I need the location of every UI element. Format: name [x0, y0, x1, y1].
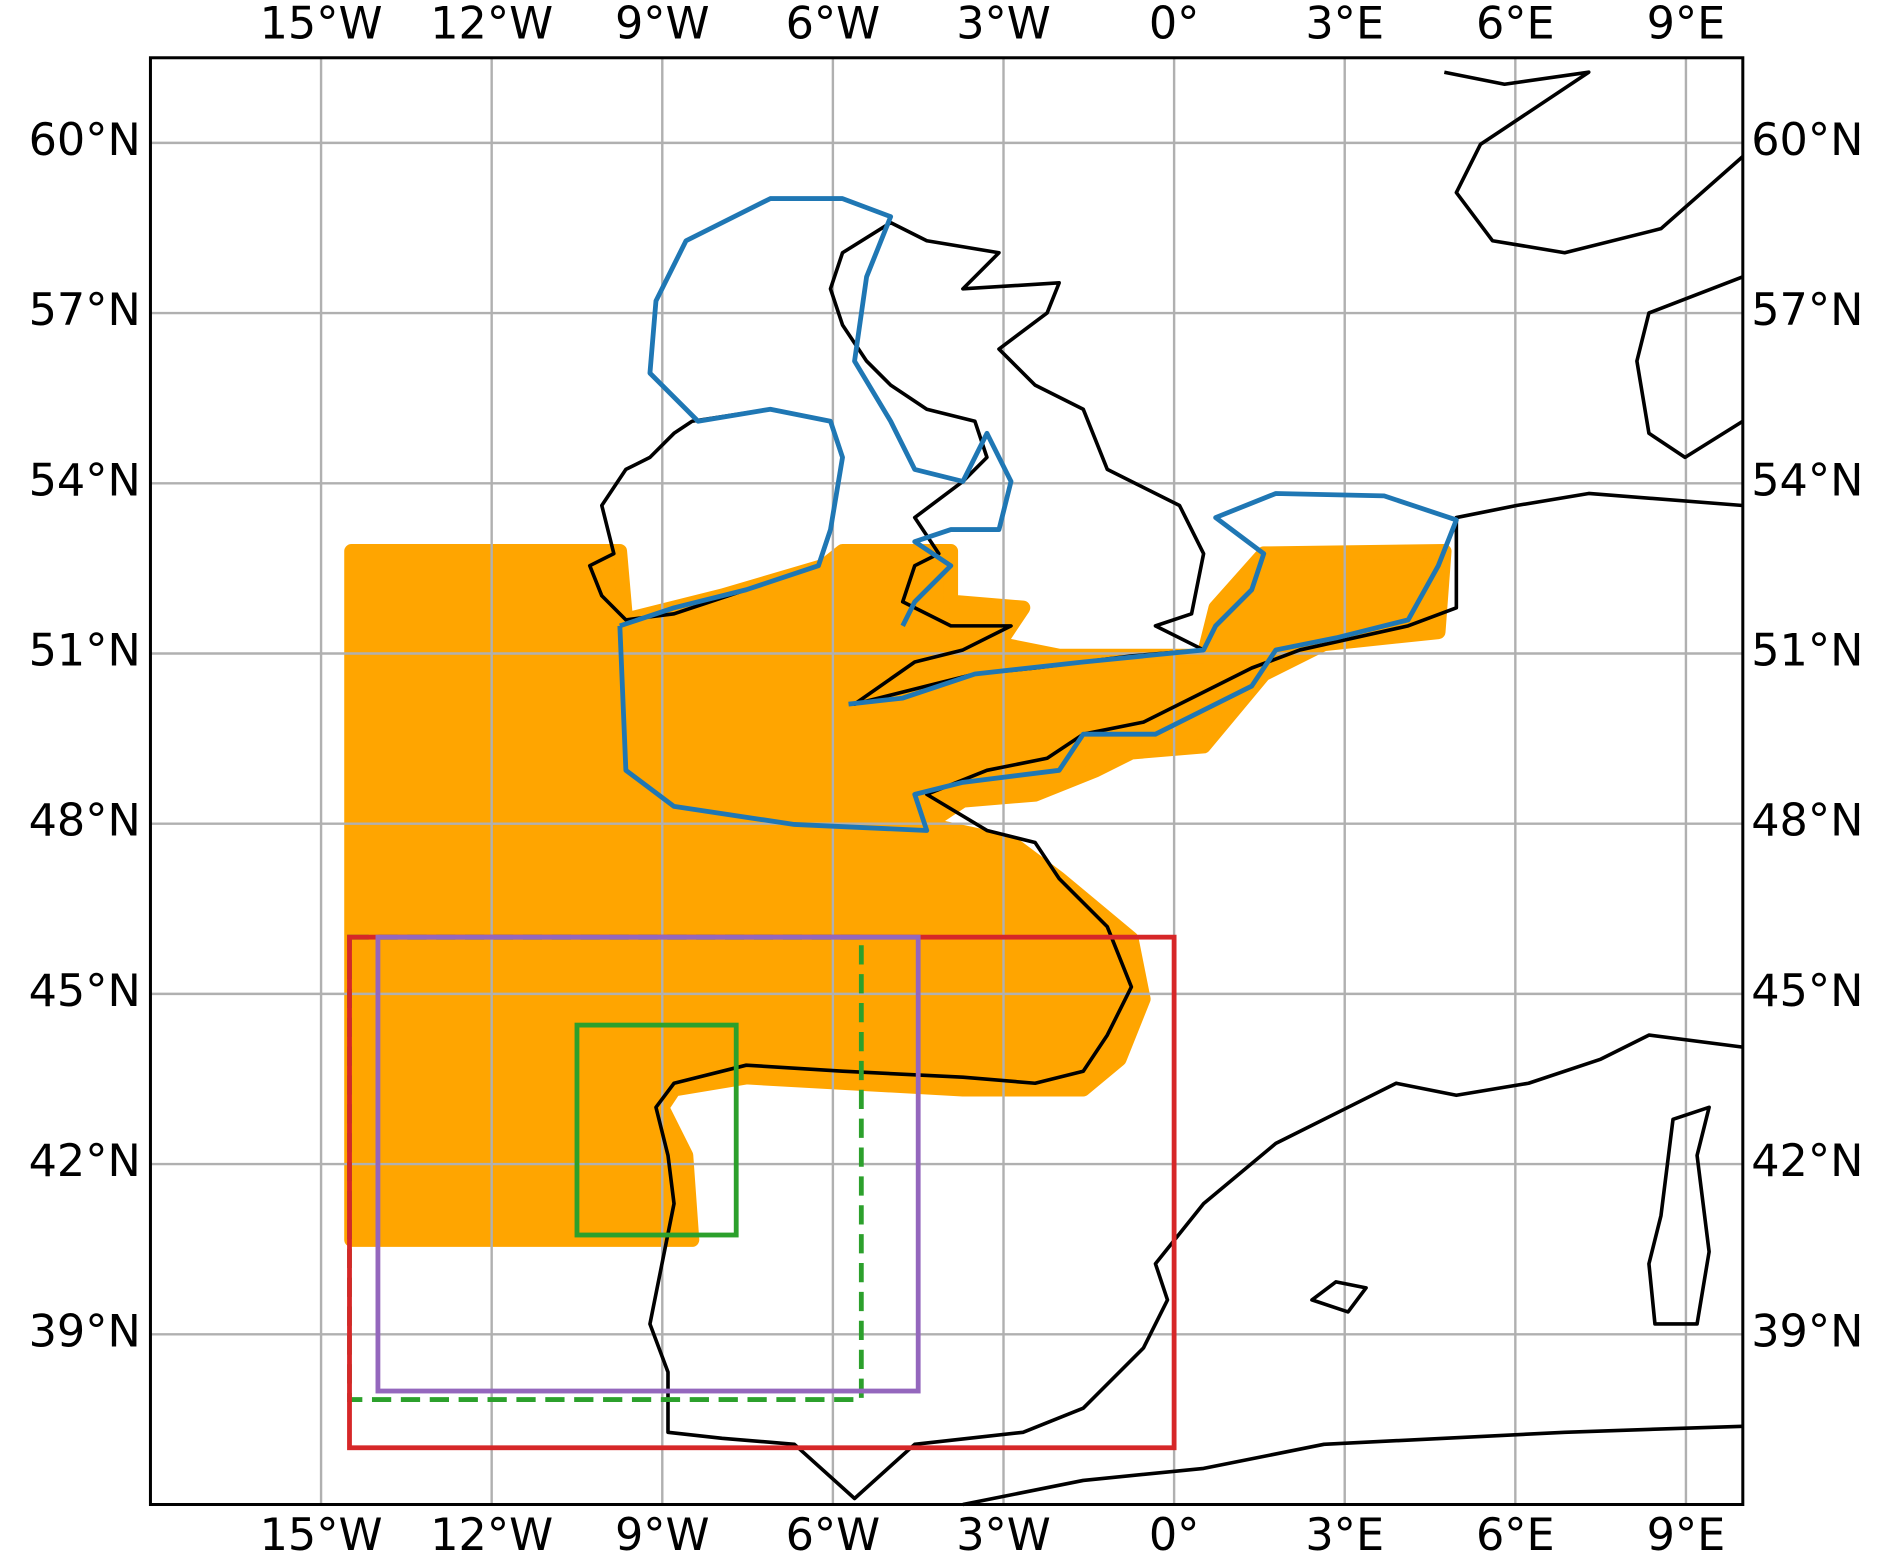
y-tick-label: 48°N: [1751, 795, 1863, 847]
coast-continent: [648, 491, 1744, 1501]
y-tick-label: 54°N: [1751, 454, 1863, 506]
x-tick-label: 6°W: [786, 0, 881, 49]
outline-north: [619, 196, 1014, 629]
x-tick-label: 6°E: [1476, 1509, 1555, 1561]
region-box: [574, 1022, 739, 1238]
outline-south: [617, 491, 1459, 833]
coast-denmark: [1635, 275, 1744, 460]
y-tick-label: 48°N: [29, 795, 141, 847]
tick-labels: 15°W 15°W 12°W 12°W 9°W 9°W 6°W 6°W 3°W 3°W 0° 0° 3°…: [29, 0, 1864, 1561]
coast-africa: [962, 1424, 1743, 1507]
y-tick-label: 57°N: [1751, 284, 1863, 336]
y-tick-label: 60°N: [29, 114, 141, 166]
y-tick-label: 42°N: [1751, 1135, 1863, 1187]
coast-norway: [1443, 70, 1745, 255]
coast-balearics: [1310, 1280, 1368, 1314]
x-tick-label: 12°W: [430, 0, 553, 49]
y-tick-label: 42°N: [29, 1135, 141, 1187]
y-tick-label: 39°N: [1751, 1305, 1863, 1357]
x-tick-label: 3°E: [1305, 0, 1384, 49]
y-tick-label: 39°N: [29, 1305, 141, 1357]
x-tick-label: 6°W: [786, 1509, 881, 1561]
x-tick-label: 6°E: [1476, 0, 1555, 49]
coastlines: [587, 70, 1745, 1507]
x-tick-label: 0°: [1149, 1509, 1200, 1561]
x-tick-label: 15°W: [260, 1509, 383, 1561]
y-tick-label: 51°N: [1751, 624, 1863, 676]
x-tick-label: 9°E: [1647, 0, 1726, 49]
x-tick-label: 9°W: [615, 0, 710, 49]
coast-islands: [1647, 1105, 1711, 1326]
y-tick-label: 45°N: [29, 965, 141, 1017]
blue-outline: [617, 196, 1459, 833]
region-box: [375, 934, 921, 1394]
map-border: [148, 56, 1745, 1507]
x-tick-label: 3°W: [956, 0, 1051, 49]
x-tick-label: 9°E: [1647, 1509, 1726, 1561]
boxes: [347, 934, 1177, 1451]
y-tick-label: 54°N: [29, 454, 141, 506]
x-tick-label: 0°: [1149, 0, 1200, 49]
x-tick-label: 9°W: [615, 1509, 710, 1561]
x-tick-label: 3°W: [956, 1509, 1051, 1561]
y-tick-label: 51°N: [29, 624, 141, 676]
y-tick-label: 60°N: [1751, 114, 1863, 166]
y-tick-label: 45°N: [1751, 965, 1863, 1017]
x-tick-label: 3°E: [1305, 1509, 1384, 1561]
x-tick-label: 12°W: [430, 1509, 553, 1561]
y-tick-label: 57°N: [29, 284, 141, 336]
x-tick-label: 15°W: [260, 0, 383, 49]
